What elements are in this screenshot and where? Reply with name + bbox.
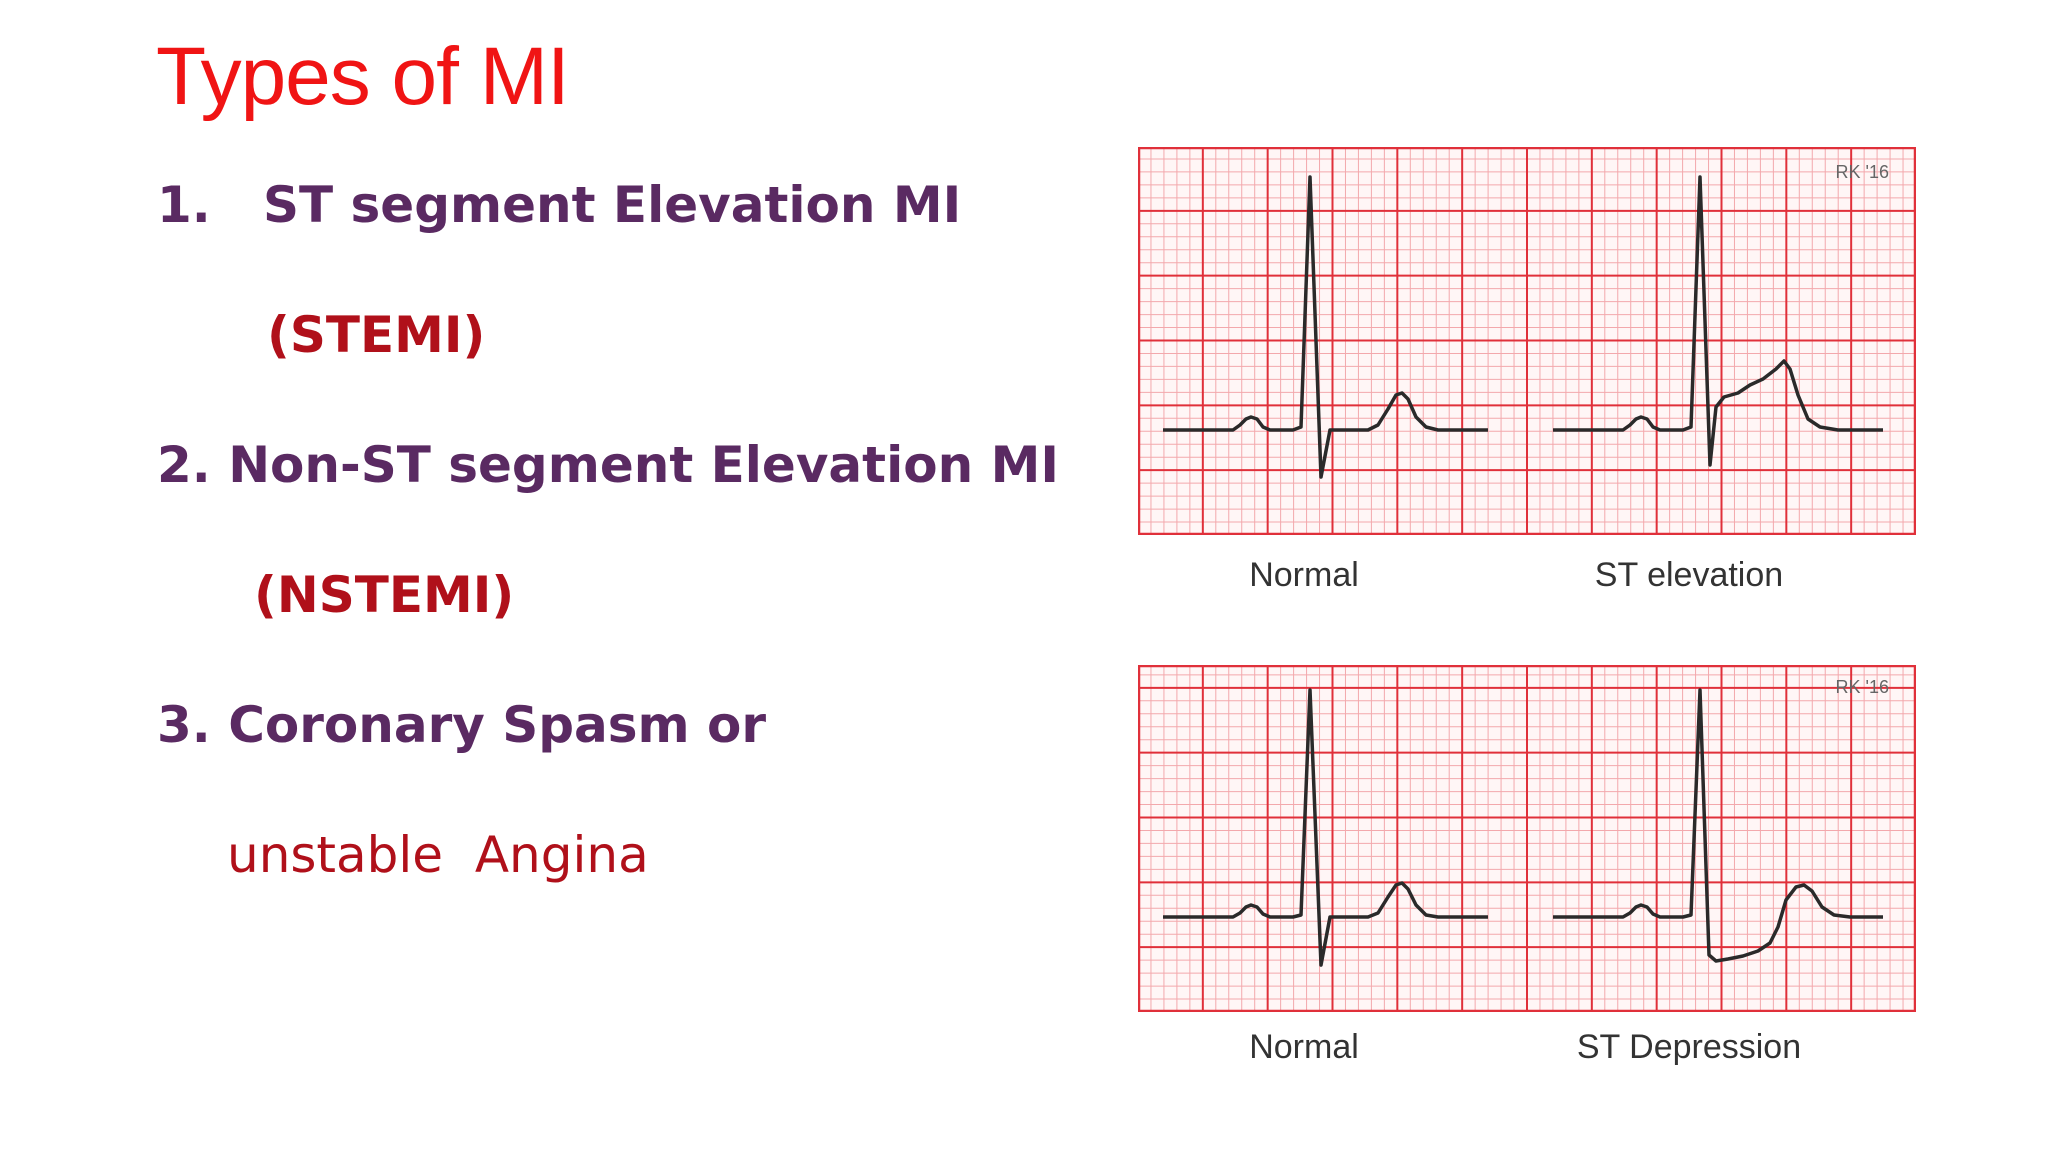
- ecg-grid: [1138, 665, 1916, 1012]
- item-3-abbr: unstable Angina: [227, 826, 649, 884]
- ecg-strip-top: RK '16: [1138, 147, 1916, 535]
- ecg-trace-normal: [1163, 688, 1488, 967]
- caption-st-elevation: ST elevation: [1594, 556, 1784, 594]
- caption-normal-bottom: Normal: [1249, 1028, 1359, 1066]
- slide-title: Types of MI: [156, 31, 570, 122]
- ecg-trace-st-depression: [1553, 688, 1883, 963]
- item-2-label: 2. Non-ST segment Elevation MI: [157, 436, 1059, 494]
- item-2-abbr: (NSTEMI): [254, 566, 515, 624]
- ecg-watermark: RK '16: [1836, 677, 1889, 697]
- item-3-label: 3. Coronary Spasm or: [157, 696, 767, 754]
- ecg-trace-st-elevation: [1553, 175, 1883, 467]
- item-1-abbr: (STEMI): [267, 306, 486, 364]
- ecg-grid: [1138, 147, 1916, 535]
- caption-normal-top: Normal: [1249, 556, 1359, 594]
- caption-st-depression: ST Depression: [1576, 1028, 1802, 1066]
- ecg-strip-bottom: RK '16: [1138, 665, 1916, 1012]
- item-1-label: 1. ST segment Elevation MI: [157, 176, 962, 234]
- ecg-trace-normal: [1163, 175, 1488, 479]
- ecg-watermark: RK '16: [1836, 162, 1889, 182]
